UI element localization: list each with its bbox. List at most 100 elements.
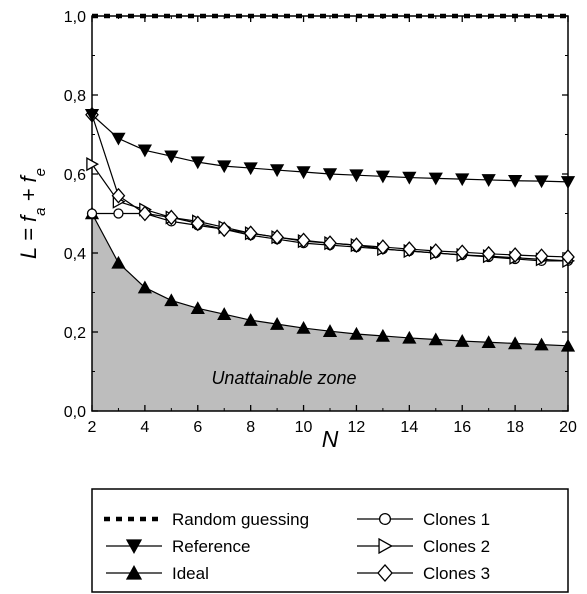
data-point-clones-3 bbox=[428, 243, 443, 259]
data-point-clones-3 bbox=[270, 229, 284, 246]
y-axis-title: L = fa + fe bbox=[16, 168, 49, 259]
data-point-clones-3 bbox=[349, 237, 364, 253]
data-point-reference bbox=[508, 174, 523, 188]
data-point-ideal bbox=[217, 307, 232, 320]
data-point-reference bbox=[217, 160, 232, 174]
data-point-ideal bbox=[375, 328, 390, 342]
data-point-clones-3 bbox=[481, 245, 496, 262]
data-point-reference bbox=[190, 156, 205, 170]
y-axis-title-main: L = f bbox=[16, 213, 41, 259]
legend-marker-clones-3 bbox=[377, 563, 393, 583]
x-tick-label: 12 bbox=[348, 419, 366, 436]
data-point-reference bbox=[243, 162, 258, 176]
data-point-ideal bbox=[481, 335, 496, 349]
series-ideal bbox=[84, 206, 576, 352]
legend-marker-clones-2 bbox=[378, 537, 393, 555]
x-tick-label: 8 bbox=[246, 419, 255, 436]
legend-label-random-guessing: Random guessing bbox=[172, 510, 309, 529]
y-tick-label: 1,0 bbox=[64, 9, 86, 26]
data-point-clones-1 bbox=[113, 208, 124, 219]
y-tick-label: 0,0 bbox=[64, 404, 86, 421]
data-point-ideal bbox=[137, 280, 152, 294]
y-axis-title-sub-e: e bbox=[32, 168, 49, 176]
legend-item-clones-3: Clones 3 bbox=[357, 563, 490, 583]
x-axis-title: N bbox=[322, 426, 339, 452]
legend-box bbox=[91, 488, 569, 593]
data-point-ideal bbox=[243, 313, 258, 326]
legend-item-random-guessing: Random guessing bbox=[104, 510, 309, 529]
unattainable-zone-label: Unattainable zone bbox=[211, 368, 356, 388]
y-tick-label: 0,6 bbox=[64, 167, 86, 184]
data-point-clones-3 bbox=[534, 248, 549, 265]
data-point-clones-3 bbox=[217, 221, 232, 238]
data-point-clones-3 bbox=[243, 225, 258, 242]
data-point-ideal bbox=[349, 326, 364, 340]
data-point-reference bbox=[455, 173, 470, 187]
data-point-clones-3 bbox=[561, 249, 575, 265]
data-point-clones-3 bbox=[455, 244, 470, 261]
data-point-reference bbox=[137, 144, 152, 158]
data-point-ideal bbox=[190, 301, 205, 315]
data-point-reference bbox=[84, 109, 100, 122]
data-point-ideal bbox=[428, 332, 443, 346]
data-point-reference bbox=[270, 164, 285, 178]
data-point-ideal bbox=[455, 334, 470, 347]
data-point-reference bbox=[111, 132, 126, 146]
data-point-reference bbox=[481, 174, 496, 187]
data-point-ideal bbox=[534, 337, 549, 351]
data-point-ideal bbox=[322, 324, 338, 337]
unattainable-zone-layer bbox=[92, 213, 568, 411]
x-tick-label: 10 bbox=[295, 419, 313, 436]
data-point-clones-3 bbox=[164, 209, 179, 226]
data-point-ideal bbox=[111, 255, 126, 269]
y-tick-label: 0,2 bbox=[64, 325, 86, 342]
data-point-clones-3 bbox=[111, 187, 126, 204]
data-point-clones-1 bbox=[86, 208, 98, 219]
data-point-reference bbox=[296, 166, 311, 180]
data-point-clones-3 bbox=[402, 241, 417, 257]
y-tick-label: 0,4 bbox=[64, 246, 86, 263]
data-point-ideal bbox=[560, 338, 576, 352]
data-point-ideal bbox=[508, 336, 523, 350]
data-point-clones-3 bbox=[323, 235, 337, 252]
data-point-clones-3 bbox=[296, 232, 311, 249]
axes-layer: 2 4 6 8 10 12 14 16 18 20 0,0 0,2 0,4 0,6 0,8 1,0 N L = f… bbox=[16, 9, 577, 452]
legend: Random guessing Reference Ideal Clones 1 Clo… bbox=[91, 488, 569, 593]
data-point-clones-2 bbox=[86, 157, 100, 172]
data-point-ideal bbox=[296, 321, 311, 334]
data-point-reference bbox=[560, 176, 576, 189]
data-point-ideal bbox=[402, 330, 417, 344]
data-point-reference bbox=[402, 171, 417, 185]
legend-label-clones-3: Clones 3 bbox=[423, 564, 490, 583]
series-clones-3 bbox=[85, 106, 575, 265]
data-point-reference bbox=[164, 150, 179, 164]
x-tick-label: 16 bbox=[453, 419, 471, 436]
legend-item-ideal: Ideal bbox=[106, 564, 209, 583]
data-point-reference bbox=[534, 175, 549, 189]
legend-marker-reference bbox=[125, 539, 143, 554]
x-tick-label: 14 bbox=[400, 419, 418, 436]
legend-label-reference: Reference bbox=[172, 537, 250, 556]
data-point-clones-3 bbox=[376, 239, 390, 255]
data-point-ideal bbox=[270, 317, 285, 330]
x-tick-label: 4 bbox=[140, 419, 149, 436]
y-tick-label: 0,8 bbox=[64, 88, 86, 105]
legend-label-clones-1: Clones 1 bbox=[423, 510, 490, 529]
x-tick-label: 2 bbox=[88, 419, 97, 436]
x-tick-label: 18 bbox=[506, 419, 524, 436]
legend-marker-clones-1 bbox=[378, 512, 392, 526]
x-tick-label: 6 bbox=[193, 419, 202, 436]
data-point-reference bbox=[322, 168, 338, 182]
data-point-clones-3 bbox=[190, 215, 205, 232]
unattainable-zone-area bbox=[92, 213, 568, 411]
legend-item-reference: Reference bbox=[106, 537, 250, 556]
legend-label-ideal: Ideal bbox=[172, 564, 209, 583]
legend-label-clones-2: Clones 2 bbox=[423, 537, 490, 556]
series-reference bbox=[84, 109, 576, 189]
series-layer bbox=[84, 13, 576, 352]
data-point-reference bbox=[428, 172, 443, 186]
data-point-reference bbox=[375, 170, 390, 184]
x-tick-label: 20 bbox=[559, 419, 577, 436]
legend-item-clones-1: Clones 1 bbox=[357, 510, 490, 529]
